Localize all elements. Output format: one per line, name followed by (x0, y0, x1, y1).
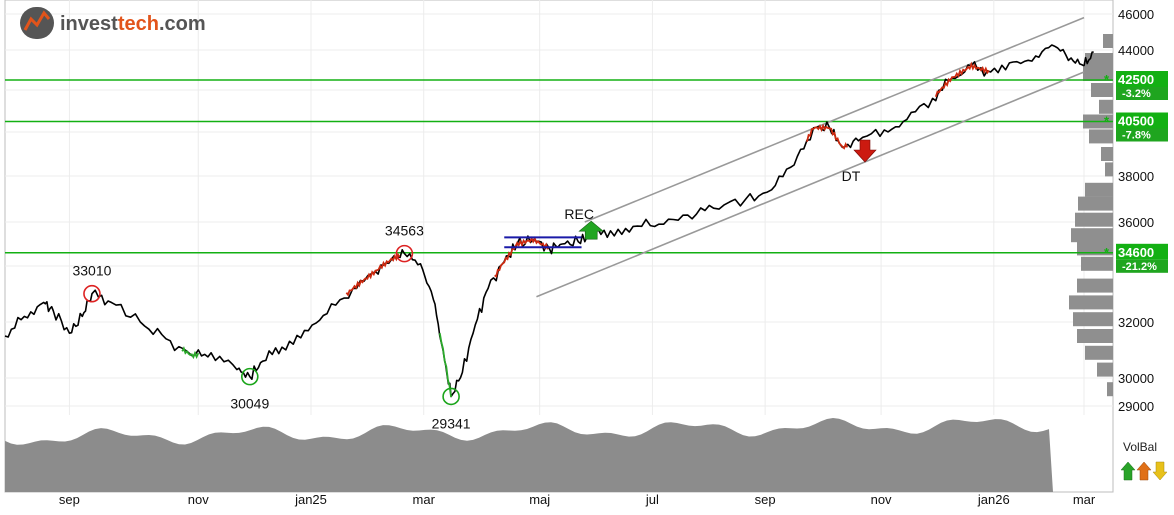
level-pct-badge (1116, 87, 1168, 100)
volbal-label: VolBal (1123, 440, 1157, 454)
x-axis-ticks: sep nov jan25 mar maj jul sep nov jan26 mar (59, 492, 1096, 507)
volume-profile-bar (1077, 278, 1113, 293)
annotations: 33010 30049 34563 29341 REC DT (72, 139, 877, 431)
extreme-marker (240, 367, 259, 386)
y-tick-label: 32000 (1118, 315, 1154, 330)
level-labels: 42500-3.2% * 40500-7.8% * 34600-21.2% * (1104, 71, 1168, 273)
x-tick-label: mar (413, 492, 436, 507)
volume-profile-bar (1077, 241, 1113, 256)
level-pct: -3.2% (1122, 88, 1151, 100)
brand-suffix: .com (159, 13, 206, 35)
price-signal-segment (806, 123, 849, 150)
y-tick-label: 36000 (1118, 215, 1154, 230)
y-axis-ticks: 4600044000420004000038000360003400032000… (1118, 7, 1154, 414)
volume-profile-bar (1097, 362, 1113, 377)
price-signal-segment (181, 346, 200, 360)
extreme-label: 30049 (230, 396, 269, 412)
extreme-marker (395, 244, 414, 263)
level-value: 42500 (1118, 72, 1154, 87)
sell-signal-arrow-icon (853, 139, 877, 163)
price-line (4, 44, 1094, 398)
brand-accent: tech (118, 13, 159, 35)
price-signal-segment (934, 61, 990, 98)
volume-profile-bar (1099, 99, 1113, 114)
x-tick-label: jan26 (977, 492, 1010, 507)
investtech-logo-icon (23, 10, 51, 31)
channel-lower (536, 71, 1085, 298)
x-tick-label: nov (188, 492, 209, 507)
volume-profile-bar (1105, 162, 1113, 177)
volume-profile-bar (1075, 212, 1113, 227)
level-pct-badge (1116, 128, 1168, 142)
channel-upper (584, 16, 1085, 223)
volbal-arrows (1120, 461, 1168, 481)
arrow-up-green-icon (1120, 461, 1136, 481)
x-tick-label: nov (871, 492, 892, 507)
level-value: 34600 (1118, 245, 1154, 260)
extreme-marker (83, 284, 101, 303)
price-signal-segment (345, 252, 401, 297)
volume-profile-bar (1085, 345, 1113, 360)
volume-profile-bar (1107, 382, 1113, 397)
x-tick-label: mar (1073, 492, 1096, 507)
x-tick-label: sep (755, 492, 776, 507)
trend-channel (536, 16, 1085, 298)
volume-profile-bar (1085, 53, 1113, 67)
volume-area (5, 418, 1053, 492)
y-tick-label: 44000 (1118, 43, 1154, 58)
price-signal-segment (494, 236, 549, 278)
extreme-label: 29341 (432, 415, 471, 431)
volume-profile (1069, 34, 1113, 397)
extreme-label: 34563 (385, 223, 424, 239)
volume-profile-bar (1085, 182, 1113, 197)
volume-profile-bar (1081, 256, 1113, 271)
level-pct: -21.2% (1122, 261, 1157, 273)
arrow-down-yellow-icon (1152, 461, 1168, 481)
extreme-marker (442, 387, 460, 406)
arrow-up-orange-icon (1136, 461, 1152, 481)
volume-profile-bar (1071, 228, 1113, 243)
volume-profile-bar (1089, 129, 1113, 144)
volume-profile-bar (1077, 329, 1113, 343)
level-star: * (1104, 72, 1110, 87)
x-tick-label: jan25 (294, 492, 327, 507)
buy-signal-arrow-icon (578, 220, 605, 240)
signal-label: DT (842, 168, 861, 184)
level-value: 40500 (1118, 114, 1154, 129)
volume-profile-bar (1069, 295, 1113, 310)
volume-profile-bar (1103, 34, 1113, 48)
volume-profile-bar (1073, 312, 1113, 327)
volume-profile-bar (1101, 147, 1113, 161)
level-pct-badge (1116, 259, 1168, 273)
signal-label: REC (564, 206, 594, 222)
volume-profile-bar (1083, 67, 1113, 81)
x-tick-label: sep (59, 492, 80, 507)
extreme-label: 33010 (72, 263, 111, 279)
price-signal-segment (438, 333, 452, 398)
y-tick-label: 46000 (1118, 7, 1154, 22)
volume-profile-bar (1091, 83, 1113, 97)
support-resistance-lines (5, 79, 1113, 254)
level-star: * (1104, 245, 1110, 260)
x-tick-label: maj (529, 492, 550, 507)
level-badge (1116, 112, 1168, 129)
level-pct: -7.8% (1122, 130, 1151, 142)
volume-profile-bar (1078, 196, 1113, 211)
y-tick-label: 30000 (1118, 371, 1154, 386)
y-tick-label: 29000 (1118, 399, 1154, 414)
level-badge (1116, 243, 1168, 260)
level-badge (1116, 71, 1168, 87)
x-tick-label: jul (645, 492, 659, 507)
brand-prefix: invest (60, 13, 118, 35)
investtech-logo[interactable]: investtech.com (20, 7, 206, 39)
level-star: * (1104, 114, 1110, 129)
y-tick-label: 38000 (1118, 169, 1154, 184)
svg-text:investtech.com: investtech.com (60, 13, 206, 35)
